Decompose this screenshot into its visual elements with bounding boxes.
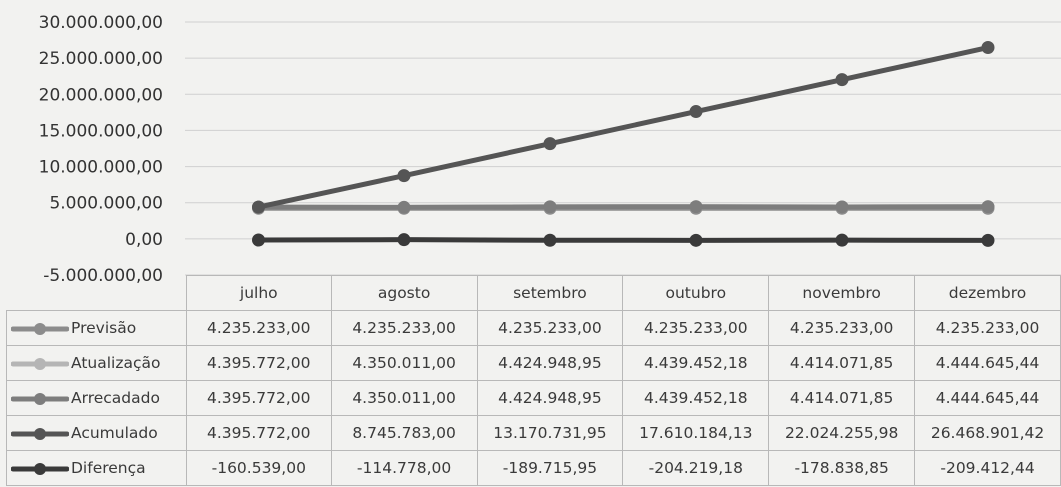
table-corner [6,275,187,311]
data-label: 17.610.184,13 [622,415,770,451]
table-row: Previsão 4.235.233,00 4.235.233,00 4.235.23… [6,310,1061,346]
data-point [543,233,557,247]
legend-cell: Previsão [6,310,187,346]
data-point [981,233,995,247]
series-5 [252,233,995,247]
column-header: julho [185,275,332,311]
data-label: -189.715,95 [476,450,624,486]
column-header: novembro [768,275,916,311]
data-label: 4.439.452,18 [622,345,770,381]
y-tick-label: 0,00 [125,230,163,250]
table-row: Acumulado 4.395.772,00 8.745.783,00 13.170.… [6,415,1061,451]
data-table: julho agosto setembro outubro novembro dezemb… [6,275,1061,486]
table-body: Previsão 4.235.233,00 4.235.233,00 4.235.23… [6,310,1061,486]
data-label: 4.350.011,00 [330,380,478,416]
data-point [397,233,411,247]
y-tick-label: 5.000.000,00 [49,194,163,214]
data-point [252,233,265,247]
data-point [397,200,411,214]
y-tick-label: 25.000.000,00 [39,49,163,69]
data-point [252,200,265,214]
data-label: -209.412,44 [914,450,1061,486]
data-label: 4.444.645,44 [914,380,1061,416]
data-label: 4.235.233,00 [768,310,916,346]
data-label: 4.235.233,00 [622,310,770,346]
data-label: 4.235.233,00 [185,310,332,346]
data-label: 4.395.772,00 [185,345,332,381]
legend-cell: Acumulado [6,415,187,451]
data-label: -114.778,00 [330,450,478,486]
data-label: 8.745.783,00 [330,415,478,451]
y-tick-label: 20.000.000,00 [39,85,163,105]
table-header-row: julho agosto setembro outubro novembro dezemb… [6,275,1061,311]
data-point [543,200,557,214]
y-tick-label: 15.000.000,00 [39,121,163,141]
data-label: 13.170.731,95 [476,415,624,451]
data-label: 4.444.645,44 [914,345,1061,381]
y-tick-label: 10.000.000,00 [39,158,163,178]
data-point [835,200,849,214]
data-point [689,233,703,247]
data-label: 4.350.011,00 [330,345,478,381]
data-point [981,200,995,214]
legend-marker-icon [11,357,69,370]
data-label: 4.424.948,95 [476,345,624,381]
data-point [543,137,557,151]
series-name: Arrecadado [71,389,160,407]
legend-marker-icon [11,322,69,335]
data-label: 4.235.233,00 [914,310,1061,346]
data-point [689,105,703,119]
column-header: dezembro [914,275,1061,311]
data-label: 4.235.233,00 [476,310,624,346]
data-point [981,41,995,55]
legend-marker-icon [11,392,69,405]
series-name: Acumulado [71,424,158,442]
data-label: 4.235.233,00 [330,310,478,346]
legend-cell: Arrecadado [6,380,187,416]
data-label: 22.024.255,98 [768,415,916,451]
series-4 [252,41,995,214]
legend-cell: Atualização [6,345,187,381]
series-line [256,237,991,243]
table-row: Diferença -160.539,00 -114.778,00 -189.715,… [6,450,1061,486]
data-label: 4.439.452,18 [622,380,770,416]
data-label: -178.838,85 [768,450,916,486]
table-row: Atualização 4.395.772,00 4.350.011,00 4.424… [6,345,1061,381]
data-label: 4.414.071,85 [768,380,916,416]
series-line [256,204,991,210]
data-point [689,200,703,214]
series-name: Atualização [71,354,161,372]
y-axis-tick-labels: 30.000.000,00 25.000.000,00 20.000.000,00 1… [39,13,163,286]
data-point [835,233,849,247]
data-point [397,169,411,183]
legend-marker-icon [11,427,69,440]
series-line [256,45,991,210]
column-header: setembro [476,275,624,311]
series-lines [252,41,995,247]
legend-marker-icon [11,462,69,475]
data-point [835,73,849,87]
data-label: 4.395.772,00 [185,415,332,451]
data-label: 4.395.772,00 [185,380,332,416]
series-name: Diferença [71,459,146,477]
data-label: 4.414.071,85 [768,345,916,381]
data-label: 26.468.901,42 [914,415,1061,451]
data-label: 4.424.948,95 [476,380,624,416]
table-row: Arrecadado 4.395.772,00 4.350.011,00 4.424.… [6,380,1061,416]
data-label: -204.219,18 [622,450,770,486]
y-tick-label: 30.000.000,00 [39,13,163,33]
data-label: -160.539,00 [185,450,332,486]
legend-cell: Diferença [6,450,187,486]
series-name: Previsão [71,319,137,337]
column-header: agosto [330,275,478,311]
column-header: outubro [622,275,770,311]
